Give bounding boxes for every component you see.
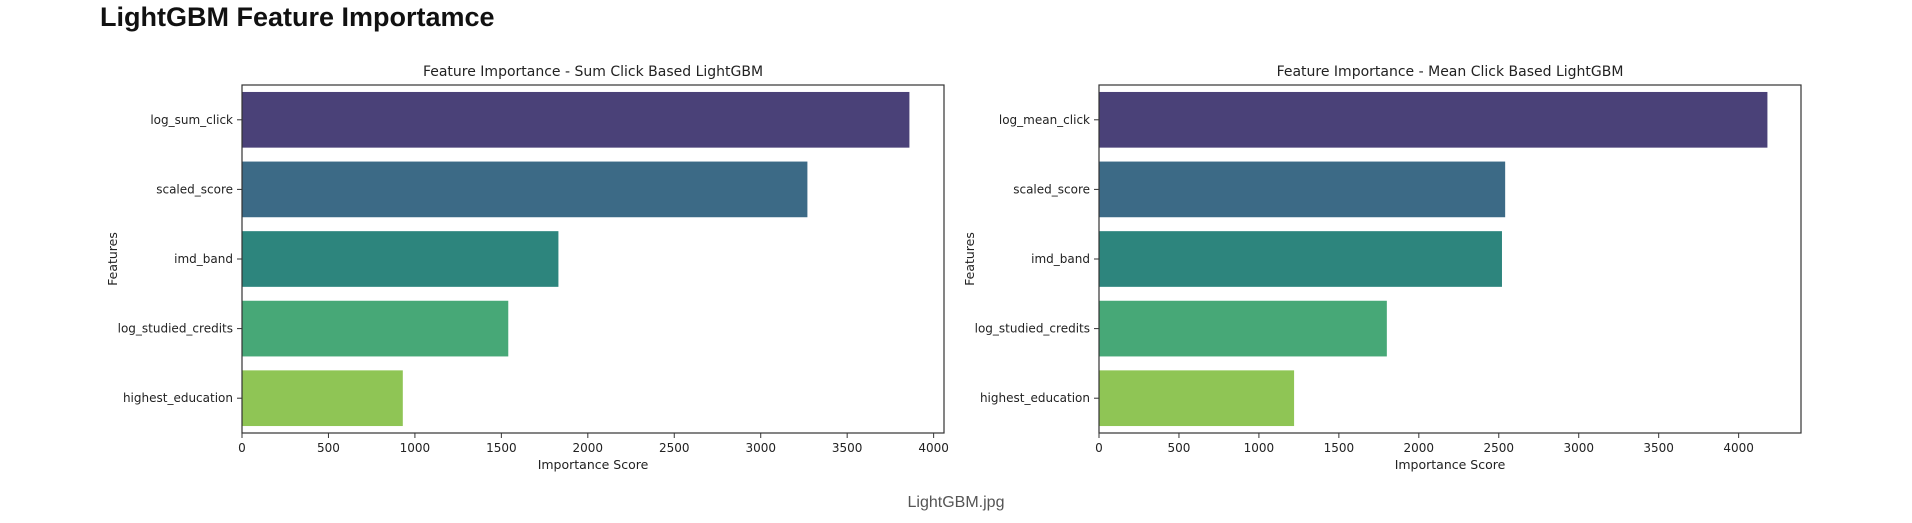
plot-frame <box>1098 84 1802 434</box>
x-tick-label: 3500 <box>1643 441 1674 455</box>
x-tick-label: 3000 <box>1563 441 1594 455</box>
bar-log-mean-click <box>1099 91 1768 148</box>
x-axis-label: Importance Score <box>1395 457 1506 472</box>
x-tick-label: 4000 <box>1723 441 1754 455</box>
x-tick-label: 1000 <box>400 441 431 455</box>
chart-panel-1: Feature Importance - Sum Click Based Lig… <box>105 64 949 472</box>
bar-imd-band <box>242 231 559 287</box>
x-tick-label: 2500 <box>1483 441 1514 455</box>
chart-title: Feature Importance - Sum Click Based Lig… <box>423 64 763 80</box>
bar-log-studied-credits <box>1099 300 1387 357</box>
bar-highest-education <box>1099 370 1295 427</box>
plot-frame <box>241 84 945 434</box>
x-tick-label: 1500 <box>1324 441 1355 455</box>
x-tick-label: 0 <box>1095 441 1103 455</box>
bar-log-studied-credits <box>242 300 509 357</box>
x-tick-label: 3000 <box>745 441 776 455</box>
bar-scaled-score <box>242 161 808 218</box>
x-tick-label: 500 <box>317 441 340 455</box>
chart-title: Feature Importance - Mean Click Based Li… <box>1277 64 1624 80</box>
y-axis-label: Features <box>962 232 977 286</box>
category-label: imd_band <box>174 252 233 266</box>
x-tick-label: 500 <box>1168 441 1191 455</box>
bar-scaled-score <box>1099 161 1506 218</box>
image-caption: LightGBM.jpg <box>907 494 1005 511</box>
page-heading: LightGBM Feature Importamce <box>100 2 495 32</box>
bar-log-sum-click <box>242 91 910 148</box>
x-tick-label: 3500 <box>832 441 863 455</box>
chart-panel-2: Feature Importance - Mean Click Based Li… <box>962 64 1802 472</box>
category-label: scaled_score <box>1013 182 1090 196</box>
category-label: log_studied_credits <box>118 322 233 336</box>
x-tick-label: 4000 <box>918 441 949 455</box>
bar-imd-band <box>1099 231 1502 287</box>
y-axis-label: Features <box>105 232 120 286</box>
x-axis-label: Importance Score <box>538 457 649 472</box>
category-label: scaled_score <box>156 182 233 196</box>
category-label: log_mean_click <box>999 113 1090 127</box>
category-label: log_sum_click <box>150 113 233 127</box>
x-tick-label: 2500 <box>659 441 690 455</box>
category-label: highest_education <box>123 391 233 405</box>
x-tick-label: 1000 <box>1244 441 1275 455</box>
x-tick-label: 0 <box>238 441 246 455</box>
bar-highest-education <box>242 370 403 427</box>
category-label: highest_education <box>980 391 1090 405</box>
category-label: imd_band <box>1031 252 1090 266</box>
x-tick-label: 2000 <box>1404 441 1435 455</box>
x-tick-label: 1500 <box>486 441 517 455</box>
x-tick-label: 2000 <box>573 441 604 455</box>
category-label: log_studied_credits <box>975 322 1090 336</box>
